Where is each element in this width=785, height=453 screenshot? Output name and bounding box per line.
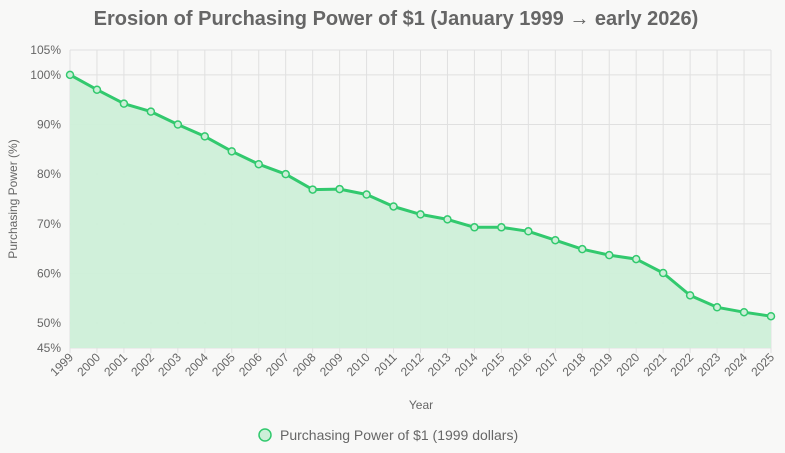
y-tick-label: 90% (37, 118, 61, 132)
point-layer (65, 70, 776, 321)
x-tick-label: 2008 (290, 350, 319, 379)
x-tick-label: 2000 (74, 350, 103, 379)
legend-marker (258, 428, 272, 442)
y-tick-label: 50% (37, 316, 61, 330)
data-point[interactable] (739, 307, 749, 317)
x-tick-label: 2012 (398, 350, 427, 379)
data-point[interactable] (65, 70, 75, 80)
data-point[interactable] (443, 215, 452, 224)
x-tick-label: 2020 (614, 350, 643, 379)
data-point[interactable] (200, 132, 210, 141)
data-point[interactable] (497, 223, 506, 232)
x-tick-label: 2017 (533, 350, 562, 379)
data-point[interactable] (92, 85, 102, 94)
x-tick-label: 2025 (748, 350, 777, 379)
data-point[interactable] (685, 291, 695, 300)
x-tick-label: 2010 (344, 350, 373, 379)
area-layer (70, 74, 771, 349)
data-point[interactable] (712, 303, 722, 312)
x-axis-ticks: 1999200020012002200320042005200620072008… (47, 350, 777, 379)
data-point[interactable] (254, 159, 263, 169)
data-point[interactable] (362, 190, 371, 199)
y-tick-label: 45% (37, 341, 61, 355)
x-tick-label: 2007 (263, 350, 292, 379)
data-point[interactable] (335, 184, 344, 194)
data-point[interactable] (631, 254, 641, 264)
data-point[interactable] (119, 99, 129, 108)
x-tick-label: 2014 (452, 350, 481, 379)
x-tick-label: 2021 (640, 350, 669, 379)
y-tick-label: 60% (37, 267, 61, 281)
x-tick-label: 2002 (128, 350, 157, 379)
x-tick-label: 2018 (560, 350, 589, 379)
data-point[interactable] (658, 268, 668, 278)
x-tick-label: 2015 (479, 350, 508, 379)
y-axis-title: Purchasing Power (%) (6, 139, 20, 258)
data-point[interactable] (146, 107, 156, 116)
data-point[interactable] (416, 210, 425, 219)
y-tick-label: 105% (30, 43, 61, 57)
data-point[interactable] (227, 147, 237, 156)
x-tick-label: 2013 (425, 350, 454, 379)
x-tick-label: 2005 (209, 350, 238, 379)
data-point[interactable] (604, 250, 614, 260)
x-tick-label: 2006 (236, 350, 265, 379)
data-point[interactable] (766, 311, 776, 321)
data-point[interactable] (551, 235, 560, 245)
y-tick-label: 80% (37, 167, 61, 181)
x-tick-label: 2022 (667, 350, 696, 379)
series-area (70, 74, 771, 349)
data-point[interactable] (308, 185, 317, 194)
y-axis-ticks: 105% 100% 90% 80% 70% 60% 50% 45% (30, 43, 61, 355)
data-point[interactable] (281, 169, 290, 179)
x-tick-label: 2023 (694, 350, 723, 379)
y-tick-label: 100% (30, 68, 61, 82)
x-tick-label: 2016 (506, 350, 535, 379)
x-tick-label: 2001 (101, 350, 130, 379)
legend[interactable]: Purchasing Power of $1 (1999 dollars) (258, 427, 518, 443)
x-tick-label: 2004 (182, 350, 211, 379)
y-tick-label: 70% (37, 217, 61, 231)
x-tick-label: 2003 (155, 350, 184, 379)
data-point[interactable] (470, 223, 479, 232)
x-tick-label: 2009 (317, 350, 346, 379)
data-point[interactable] (578, 244, 587, 254)
x-tick-label: 2019 (587, 350, 616, 379)
legend-label: Purchasing Power of $1 (1999 dollars) (280, 427, 518, 443)
data-point[interactable] (524, 227, 533, 236)
x-axis-title: Year (409, 398, 433, 412)
chart-title: Erosion of Purchasing Power of $1 (Janua… (94, 8, 699, 30)
data-point[interactable] (173, 120, 183, 129)
data-point[interactable] (389, 202, 398, 211)
x-tick-label: 2011 (372, 350, 400, 378)
x-tick-label: 2024 (721, 350, 750, 379)
